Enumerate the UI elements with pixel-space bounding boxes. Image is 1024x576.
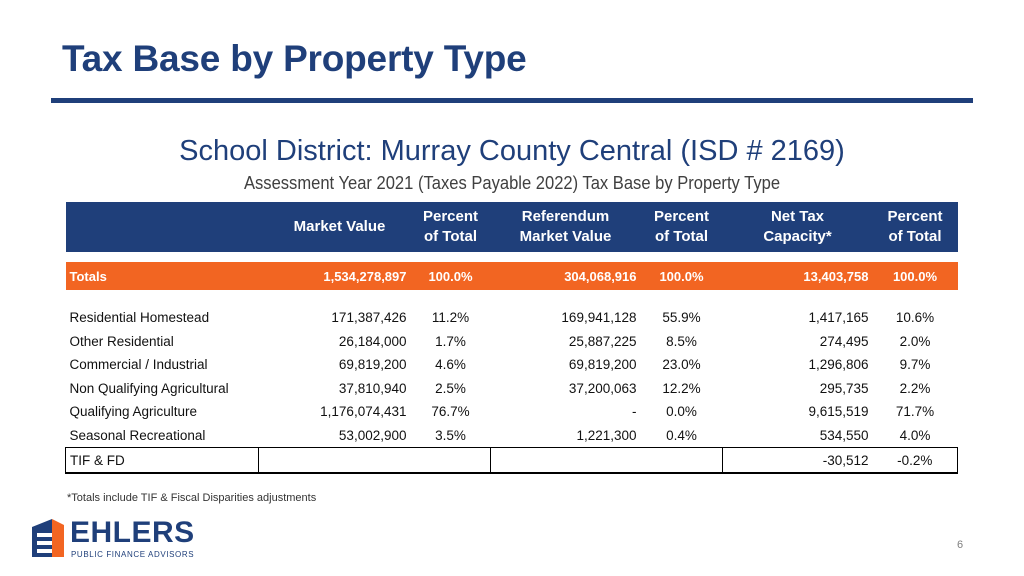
header-referendum: Referendum Market Value (490, 202, 641, 252)
header-percent-2: Percent of Total (640, 202, 723, 252)
row-percent-3: 71.7% (895, 404, 935, 420)
header-percent-1-bottom: of Total (423, 228, 478, 245)
row-percent-1: 76.7% (431, 404, 470, 420)
tif-referendum-empty (490, 447, 723, 474)
logo-wordmark: EHLERS (70, 516, 195, 549)
table-caption: Assessment Year 2021 (Taxes Payable 2022… (243, 173, 781, 193)
ehlers-logo: EHLERS PUBLIC FINANCE ADVISORS (26, 517, 196, 559)
row-referendum: 1,221,300 (576, 427, 637, 443)
page-number: 6 (957, 539, 964, 551)
totals-net-tax-capacity: 13,403,758 (722, 262, 873, 290)
row-percent-2: 23.0% (662, 357, 701, 373)
row-percent-3: 2.0% (899, 333, 931, 349)
row-percent-1: 2.5% (435, 380, 466, 396)
totals-label: Totals (65, 262, 259, 290)
footnote: *Totals include TIF & Fiscal Disparities… (67, 492, 317, 504)
tax-base-table: Market Value Percent of Total Referendum… (65, 202, 958, 474)
row-market-value: 26,184,000 (338, 333, 407, 349)
tif-net-tax-capacity: -30,512 (722, 447, 873, 474)
tif-percent-3: -0.2% (872, 447, 958, 474)
row-label: Non Qualifying Agricultural (69, 380, 229, 396)
header-ntc-top: Net Tax (770, 208, 825, 225)
header-market-value: Market Value (258, 202, 411, 252)
header-referendum-top: Referendum (521, 208, 610, 225)
tif-label: TIF & FD (65, 447, 259, 474)
row-referendum: 37,200,063 (568, 380, 637, 396)
logo-tagline: PUBLIC FINANCE ADVISORS (71, 550, 195, 559)
header-percent-3-bottom: of Total (888, 228, 942, 245)
header-percent-2-bottom: of Total (654, 228, 709, 245)
row-market-value: 69,819,200 (338, 357, 407, 373)
header-percent-2-top: Percent (653, 208, 710, 225)
building-e-logo-icon (32, 519, 64, 557)
row-label: Qualifying Agriculture (69, 404, 198, 420)
row-percent-3: 10.6% (895, 310, 935, 326)
table-row: Non Qualifying Agricultural 37,810,940 2… (66, 377, 958, 401)
row-percent-2: 55.9% (662, 310, 701, 326)
row-percent-1: 1.7% (435, 333, 466, 349)
totals-percent-1: 100.0% (410, 262, 491, 290)
totals-row: Totals 1,534,278,897 100.0% 304,068,916 … (65, 262, 958, 290)
table-header-row: Market Value Percent of Total Referendum… (65, 202, 958, 252)
row-net-tax-capacity: 274,495 (819, 333, 869, 349)
title-divider (51, 98, 973, 103)
header-percent-3: Percent of Total (872, 202, 958, 252)
row-percent-2: 8.5% (666, 333, 697, 349)
row-net-tax-capacity: 1,296,806 (808, 357, 869, 373)
row-percent-2: 0.4% (666, 427, 697, 443)
row-market-value: 37,810,940 (338, 380, 407, 396)
tif-row: TIF & FD -30,512 -0.2% (65, 447, 958, 474)
row-percent-2: 12.2% (662, 380, 701, 396)
row-market-value: 53,002,900 (338, 427, 407, 443)
header-net-tax-capacity: Net Tax Capacity* (722, 202, 873, 252)
header-market-value-label: Market Value (293, 218, 386, 235)
row-percent-1: 11.2% (431, 310, 470, 326)
totals-percent-3: 100.0% (872, 262, 958, 290)
row-referendum: 25,887,225 (568, 333, 637, 349)
row-label: Seasonal Recreational (69, 427, 206, 443)
row-percent-3: 4.0% (899, 427, 931, 443)
row-percent-2: 0.0% (666, 404, 697, 420)
table-row: Commercial / Industrial 69,819,200 4.6% … (66, 353, 958, 377)
slide-title: Tax Base by Property Type (62, 38, 527, 79)
row-percent-3: 9.7% (899, 357, 931, 373)
table-row: Seasonal Recreational 53,002,900 3.5% 1,… (66, 424, 958, 448)
row-label: Residential Homestead (69, 310, 210, 326)
totals-market-value: 1,534,278,897 (258, 262, 411, 290)
row-percent-1: 4.6% (435, 357, 466, 373)
row-net-tax-capacity: 295,735 (819, 380, 869, 396)
table-row: Other Residential 26,184,000 1.7% 25,887… (66, 330, 958, 354)
row-percent-3: 2.2% (899, 380, 931, 396)
header-percent-3-top: Percent (887, 208, 943, 225)
row-percent-1: 3.5% (435, 427, 466, 443)
row-label: Commercial / Industrial (69, 357, 208, 373)
row-referendum: 169,941,128 (561, 310, 637, 326)
table-row: Residential Homestead 171,387,426 11.2% … (66, 306, 958, 330)
row-referendum: 69,819,200 (568, 357, 637, 373)
row-net-tax-capacity: 9,615,519 (808, 404, 869, 420)
row-net-tax-capacity: 534,550 (819, 427, 869, 443)
row-market-value: 171,387,426 (331, 310, 407, 326)
totals-referendum: 304,068,916 (490, 262, 641, 290)
header-percent-1-top: Percent (422, 208, 479, 225)
row-market-value: 1,176,074,431 (320, 404, 407, 420)
spacer-row (65, 252, 958, 262)
header-blank (65, 202, 259, 252)
totals-percent-2: 100.0% (640, 262, 723, 290)
row-label: Other Residential (69, 333, 174, 349)
table-subtitle: School District: Murray County Central (… (179, 135, 845, 167)
tif-market-value-empty (258, 447, 491, 474)
table-row: Qualifying Agriculture 1,176,074,431 76.… (66, 400, 958, 424)
spacer-row (66, 290, 958, 306)
header-referendum-bottom: Market Value (519, 228, 612, 245)
header-ntc-bottom: Capacity* (763, 228, 832, 245)
row-net-tax-capacity: 1,417,165 (808, 310, 869, 326)
header-percent-1: Percent of Total (410, 202, 491, 252)
row-referendum: - (632, 404, 637, 420)
